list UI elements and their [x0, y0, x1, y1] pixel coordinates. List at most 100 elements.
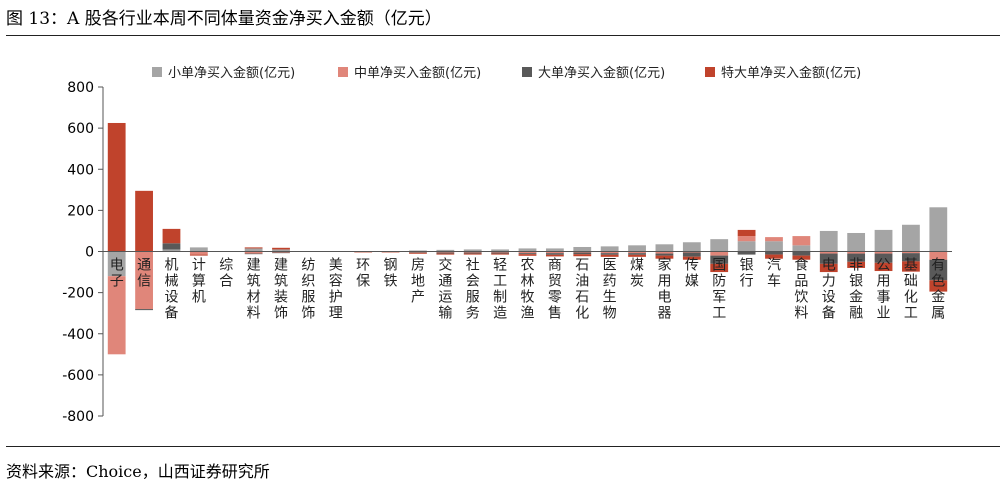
bar-segment [710, 255, 729, 264]
bar-segment [545, 251, 564, 254]
bar-segment [929, 207, 948, 252]
bar-segment [463, 253, 482, 255]
bar-segment [600, 246, 619, 252]
legend-swatch [152, 67, 162, 77]
x-tick-label: 非银金融 [849, 258, 863, 322]
y-tick-label: -600 [62, 368, 94, 384]
legend-swatch [522, 67, 532, 77]
bar-segment [436, 252, 455, 254]
bar-segment [107, 122, 126, 252]
bar-segment [573, 251, 592, 253]
bar-segment [463, 249, 482, 252]
y-tick-label: -800 [62, 409, 94, 425]
bar-segment [902, 261, 920, 272]
x-tick-label: 建筑材料 [247, 258, 261, 322]
bar-segment [244, 247, 263, 249]
bar-segment [737, 236, 756, 242]
bar-segment [847, 253, 866, 262]
x-tick-label: 环保 [356, 258, 370, 290]
x-tick-label: 房地产 [411, 258, 425, 306]
bar-segment [272, 247, 290, 250]
bar-segment [737, 251, 756, 255]
bar-segment [600, 254, 619, 257]
bar-segment [847, 251, 866, 254]
x-tick-label: 电力设备 [822, 258, 836, 322]
bar-segment [765, 237, 783, 242]
x-tick-label: 机械设备 [164, 258, 178, 322]
bar-segment [491, 253, 510, 255]
bar-segment [682, 251, 701, 253]
y-tick-label: -200 [62, 286, 94, 302]
legend-label: 小单净买入金额(亿元) [168, 65, 295, 81]
bar-segment [573, 252, 592, 255]
bar-series [103, 122, 952, 355]
bar-segment [765, 251, 783, 255]
bar-segment [409, 250, 427, 252]
y-tick-label: 600 [67, 121, 94, 137]
bar-segment [518, 248, 537, 252]
bar-segment [819, 251, 838, 254]
bar-segment [463, 251, 482, 253]
bar-segment [600, 251, 619, 254]
bar-segment [765, 254, 783, 259]
bar-segment [244, 251, 263, 254]
bar-segment [409, 252, 427, 254]
bar-segment [874, 229, 893, 252]
bar-segment [381, 251, 400, 253]
bar-segment [655, 255, 674, 259]
bar-segment [655, 251, 674, 254]
bar-segment [135, 309, 153, 311]
bar-segment [682, 252, 701, 257]
bar-segment [135, 190, 153, 252]
x-tick-label: 传媒 [685, 258, 699, 290]
bar-segment [792, 236, 811, 246]
x-tick-label: 基础化工 [904, 257, 918, 322]
bar-segment [436, 251, 455, 253]
category-labels: 电子通信机械设备计算机综合建筑材料建筑装饰纺织服饰美容护理环保钢铁房地产交通运输… [110, 257, 946, 322]
bar-segment [929, 251, 948, 260]
bar-segment [189, 254, 208, 256]
y-tick-label: 800 [67, 80, 94, 96]
bar-segment [765, 241, 783, 252]
bar-segment [600, 253, 619, 255]
x-tick-label: 家用电器 [657, 257, 671, 322]
y-tick-label: 400 [67, 162, 94, 178]
x-tick-label: 农林牧渔 [521, 258, 535, 322]
bar-segment [792, 251, 811, 256]
bottom-rule [6, 446, 1000, 447]
x-tick-label: 轻工制造 [493, 258, 507, 322]
legend-label: 中单净买入金额(亿元) [354, 65, 481, 81]
bar-segment [792, 255, 811, 260]
bar-segment [628, 254, 646, 257]
y-tick-label: 0 [85, 245, 94, 261]
bar-segment [819, 263, 838, 273]
bar-segment [737, 241, 756, 252]
bar-segment [573, 246, 592, 252]
figure-title: 图 13：A 股各行业本周不同体量资金净买入金额（亿元） [6, 9, 442, 29]
x-tick-label: 银行 [740, 258, 754, 290]
x-tick-label: 电子 [110, 258, 124, 290]
bar-segment [792, 245, 811, 252]
bar-segment [847, 261, 866, 268]
bar-segment [710, 251, 729, 256]
bar-segment [874, 251, 893, 254]
bar-segment [819, 230, 838, 252]
bar-segment [518, 253, 537, 255]
x-tick-label: 国防军工 [712, 258, 726, 322]
bar-segment [847, 232, 866, 252]
bar-segment [545, 248, 564, 252]
bar-segment [107, 276, 126, 355]
bar-segment [189, 251, 208, 255]
x-tick-label: 纺织服饰 [301, 258, 315, 322]
y-tick-label: -400 [62, 327, 94, 343]
bar-segment [244, 253, 263, 255]
x-tick-label: 有色金属 [931, 258, 945, 322]
bar-segment [902, 253, 920, 262]
bar-segment [162, 228, 181, 244]
x-tick-label: 计算机 [192, 258, 206, 306]
bar-segment [710, 239, 729, 252]
x-tick-label: 公用事业 [877, 258, 891, 322]
x-tick-label: 社会服务 [466, 258, 480, 322]
bar-segment [655, 253, 674, 256]
bar-segment [491, 252, 510, 254]
